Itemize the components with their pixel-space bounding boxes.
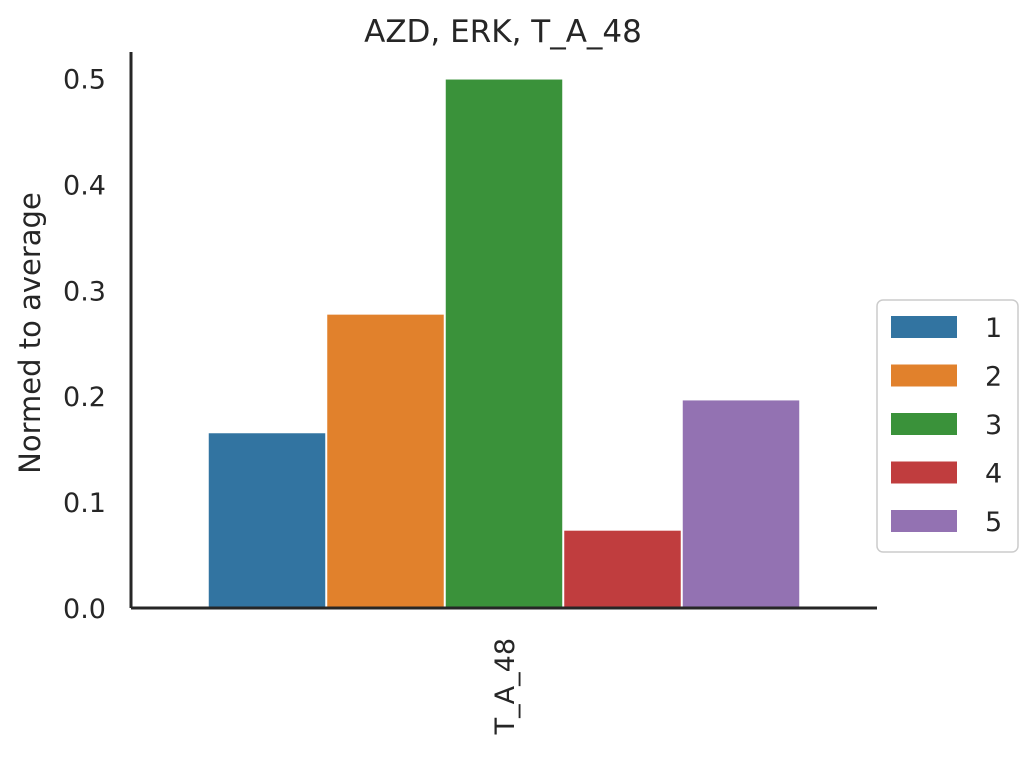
legend-swatch-2 — [891, 364, 957, 387]
legend-label-1: 1 — [985, 313, 1002, 344]
y-axis-ticks: 0.0 0.1 0.2 0.3 0.4 0.5 — [63, 64, 106, 625]
y-axis-label: Normed to average — [13, 192, 47, 474]
legend-label-5: 5 — [985, 507, 1002, 538]
bar-series-4 — [564, 530, 681, 608]
legend-label-4: 4 — [985, 459, 1002, 490]
legend: 1 2 3 4 5 — [876, 299, 1019, 553]
x-tick-label: T_A_48 — [490, 638, 521, 735]
bar-series-5 — [682, 400, 800, 608]
y-tick-label: 0.0 — [63, 594, 106, 625]
bar-series-2 — [327, 314, 444, 608]
y-tick-label: 0.2 — [63, 382, 106, 413]
x-axis-ticks: T_A_48 — [490, 638, 521, 735]
legend-label-2: 2 — [985, 362, 1002, 393]
legend-swatch-5 — [891, 510, 957, 532]
y-tick-label: 0.5 — [63, 64, 106, 95]
y-tick-label: 0.4 — [63, 170, 106, 201]
bar-series-3 — [445, 79, 563, 609]
y-tick-label: 0.3 — [63, 276, 106, 307]
y-tick-label: 0.1 — [63, 488, 106, 519]
legend-label-3: 3 — [985, 410, 1002, 441]
legend-swatch-3 — [891, 413, 957, 435]
legend-swatch-4 — [891, 461, 957, 484]
bar-series-1 — [208, 433, 326, 608]
bars-group — [208, 79, 800, 609]
chart-title: AZD, ERK, T_A_48 — [364, 14, 642, 50]
legend-swatch-1 — [891, 316, 957, 338]
